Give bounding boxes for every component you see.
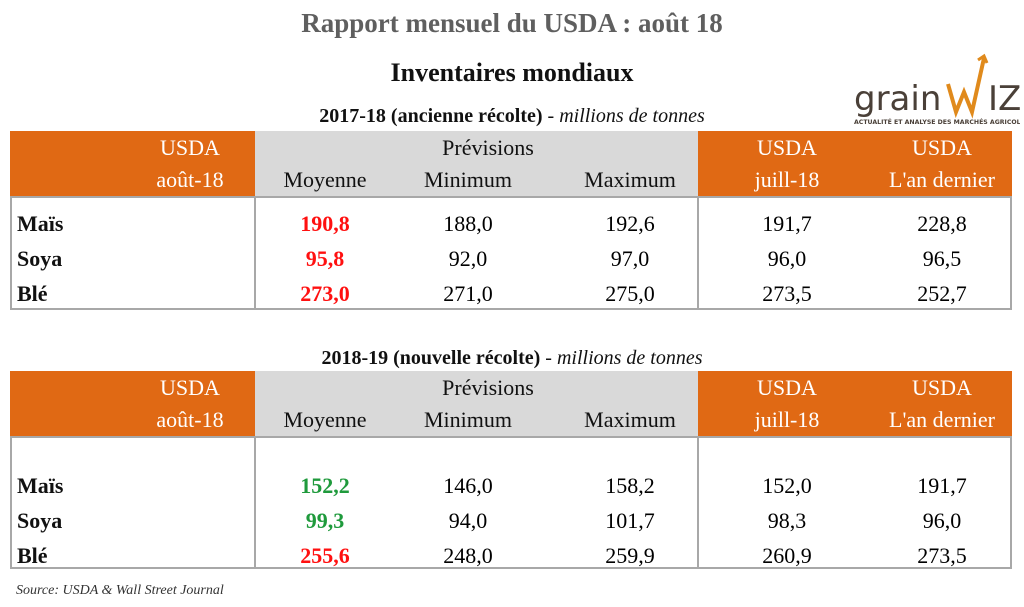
row-label: Maïs xyxy=(17,473,64,498)
section-separator: - xyxy=(540,347,557,369)
row-label: Soya xyxy=(17,246,63,271)
header-minimum: Minimum xyxy=(423,167,512,192)
section-period: 2018-19 (nouvelle récolte) xyxy=(321,347,541,369)
usda-july-value: 152,0 xyxy=(762,473,812,498)
last-year-value: 96,0 xyxy=(922,508,962,533)
svg-text:grain: grain xyxy=(854,79,941,119)
section-heading: 2017-18 (ancienne récolte) - millions de… xyxy=(0,105,1024,128)
header-bg-usda xyxy=(10,131,255,196)
header-lan-dernier: L'an dernier xyxy=(889,407,995,432)
header-aout: août-18 xyxy=(156,167,224,192)
usda-august-value: 99,3 xyxy=(305,508,345,533)
report-subtitle: Inventaires mondiaux xyxy=(390,58,634,87)
usda-august-value: 255,6 xyxy=(300,543,350,568)
usda-july-value: 273,5 xyxy=(762,281,812,306)
minimum-value: 92,0 xyxy=(448,246,488,271)
header-usda: USDA xyxy=(160,135,220,160)
column-divider xyxy=(697,196,699,310)
usda-august-value: 273,0 xyxy=(300,281,350,306)
header-usda-lan: USDA xyxy=(912,135,972,160)
minimum-value: 146,0 xyxy=(443,473,493,498)
header-previsions: Prévisions xyxy=(442,135,534,160)
column-divider xyxy=(697,436,699,569)
last-year-value: 252,7 xyxy=(917,281,967,306)
svg-text:ACTUALITÉ ET ANALYSE DES MARCH: ACTUALITÉ ET ANALYSE DES MARCHÉS AGRICOL… xyxy=(854,117,1020,126)
report-title: Rapport mensuel du USDA : août 18 xyxy=(301,8,723,38)
maximum-value: 97,0 xyxy=(610,246,650,271)
usda-july-value: 191,7 xyxy=(762,211,812,236)
header-previsions: Prévisions xyxy=(442,375,534,400)
header-juill: juill-18 xyxy=(754,407,820,432)
maximum-value: 275,0 xyxy=(605,281,655,306)
header-usda: USDA xyxy=(160,375,220,400)
row-label: Blé xyxy=(17,543,48,568)
header-minimum: Minimum xyxy=(423,407,512,432)
header-usda-juill: USDA xyxy=(757,135,817,160)
usda-august-value: 190,8 xyxy=(300,211,350,236)
minimum-value: 94,0 xyxy=(448,508,488,533)
grainwiz-logo: grain IZ ACTUALITÉ ET ANALYSE DES MARCHÉ… xyxy=(854,53,1020,126)
usda-july-value: 96,0 xyxy=(767,246,807,271)
header-bg-previsions xyxy=(255,131,698,196)
header-juill: juill-18 xyxy=(754,167,820,192)
header-lan-dernier: L'an dernier xyxy=(889,167,995,192)
row-label: Maïs xyxy=(17,211,64,236)
header-aout: août-18 xyxy=(156,407,224,432)
minimum-value: 248,0 xyxy=(443,543,493,568)
source-note: Source: USDA & Wall Street Journal xyxy=(16,583,224,598)
section-unit: millions de tonnes xyxy=(556,347,703,369)
table-body xyxy=(10,436,1012,569)
last-year-value: 228,8 xyxy=(917,211,967,236)
section-heading: 2018-19 (nouvelle récolte) - millions de… xyxy=(0,347,1024,370)
header-bg-right xyxy=(698,371,1012,436)
section-unit: millions de tonnes xyxy=(559,105,705,127)
table-body xyxy=(10,196,1012,310)
usda-july-value: 260,9 xyxy=(762,543,812,568)
column-divider xyxy=(254,196,256,310)
usda-august-value: 152,2 xyxy=(300,473,350,498)
usda-august-value: 95,8 xyxy=(305,246,345,271)
column-divider xyxy=(254,436,256,569)
svg-text:IZ: IZ xyxy=(988,79,1020,119)
maximum-value: 101,7 xyxy=(605,508,655,533)
header-usda-lan: USDA xyxy=(912,375,972,400)
header-moyenne: Moyenne xyxy=(283,407,367,432)
maximum-value: 158,2 xyxy=(605,473,655,498)
minimum-value: 188,0 xyxy=(443,211,493,236)
minimum-value: 271,0 xyxy=(443,281,493,306)
header-bg-right xyxy=(698,131,1012,196)
last-year-value: 191,7 xyxy=(917,473,967,498)
header-bg-previsions xyxy=(255,371,698,436)
header-usda-juill: USDA xyxy=(757,375,817,400)
last-year-value: 273,5 xyxy=(917,543,967,568)
row-label: Blé xyxy=(17,281,48,306)
usda-july-value: 98,3 xyxy=(767,508,807,533)
header-maximum: Maximum xyxy=(584,167,676,192)
section-period: 2017-18 (ancienne récolte) xyxy=(319,105,543,127)
maximum-value: 259,9 xyxy=(605,543,655,568)
header-bg-usda xyxy=(10,371,255,436)
header-maximum: Maximum xyxy=(584,407,676,432)
maximum-value: 192,6 xyxy=(605,211,655,236)
header-moyenne: Moyenne xyxy=(283,167,367,192)
last-year-value: 96,5 xyxy=(922,246,962,271)
row-label: Soya xyxy=(17,508,63,533)
section-separator: - xyxy=(542,105,560,127)
